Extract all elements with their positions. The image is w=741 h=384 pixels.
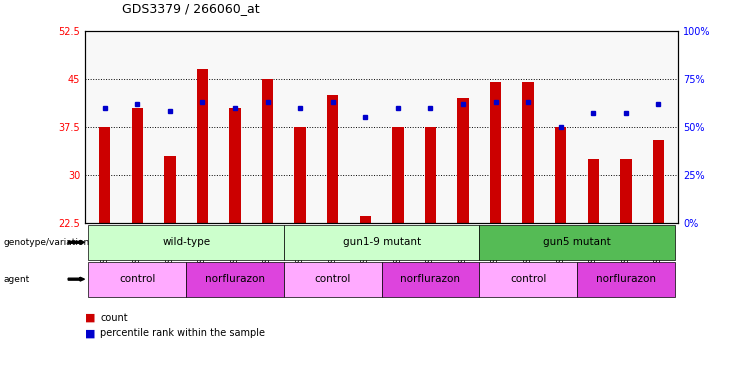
Text: control: control — [315, 274, 351, 284]
Text: wild-type: wild-type — [162, 237, 210, 247]
Bar — [522, 82, 534, 223]
Bar — [392, 127, 404, 223]
Bar — [457, 98, 469, 223]
Text: gun5 mutant: gun5 mutant — [543, 237, 611, 247]
Bar — [620, 159, 631, 223]
Text: norflurazon: norflurazon — [400, 274, 460, 284]
Text: control: control — [510, 274, 546, 284]
Text: genotype/variation: genotype/variation — [4, 238, 90, 247]
Bar — [132, 108, 143, 223]
Text: GDS3379 / 266060_at: GDS3379 / 266060_at — [122, 2, 260, 15]
Bar — [165, 156, 176, 223]
Text: norflurazon: norflurazon — [596, 274, 656, 284]
Text: agent: agent — [4, 275, 30, 284]
Bar — [294, 127, 306, 223]
Bar — [262, 79, 273, 223]
Text: control: control — [119, 274, 156, 284]
Bar — [425, 127, 436, 223]
Bar — [99, 127, 110, 223]
Bar — [359, 216, 371, 223]
Bar — [555, 127, 566, 223]
Text: percentile rank within the sample: percentile rank within the sample — [100, 328, 265, 338]
Text: ■: ■ — [85, 328, 96, 338]
Bar — [327, 95, 339, 223]
Text: gun1-9 mutant: gun1-9 mutant — [342, 237, 421, 247]
Text: norflurazon: norflurazon — [205, 274, 265, 284]
Bar — [197, 69, 208, 223]
Bar — [653, 139, 664, 223]
Bar — [588, 159, 599, 223]
Text: count: count — [100, 313, 127, 323]
Bar — [230, 108, 241, 223]
Bar — [490, 82, 502, 223]
Text: ■: ■ — [85, 313, 96, 323]
